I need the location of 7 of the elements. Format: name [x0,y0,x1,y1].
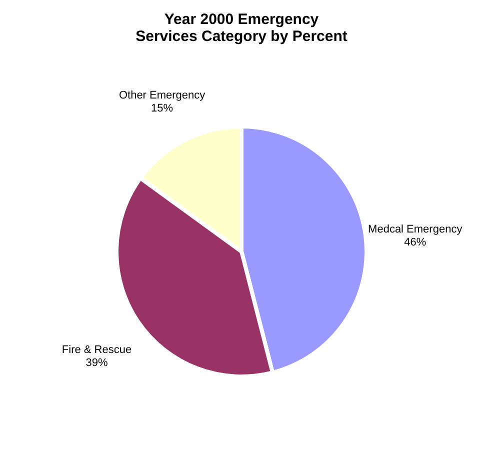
slice-label: Fire & Rescue [62,344,132,356]
data-label: 15% [151,102,174,115]
chart-title: Year 2000 Emergency Services Category by Percent [136,11,348,45]
data-label: 39% [86,356,108,369]
slice-label: Medcal Emergency [368,224,463,236]
data-label: 46% [404,236,426,249]
slice-label: Other Emergency [118,90,206,102]
